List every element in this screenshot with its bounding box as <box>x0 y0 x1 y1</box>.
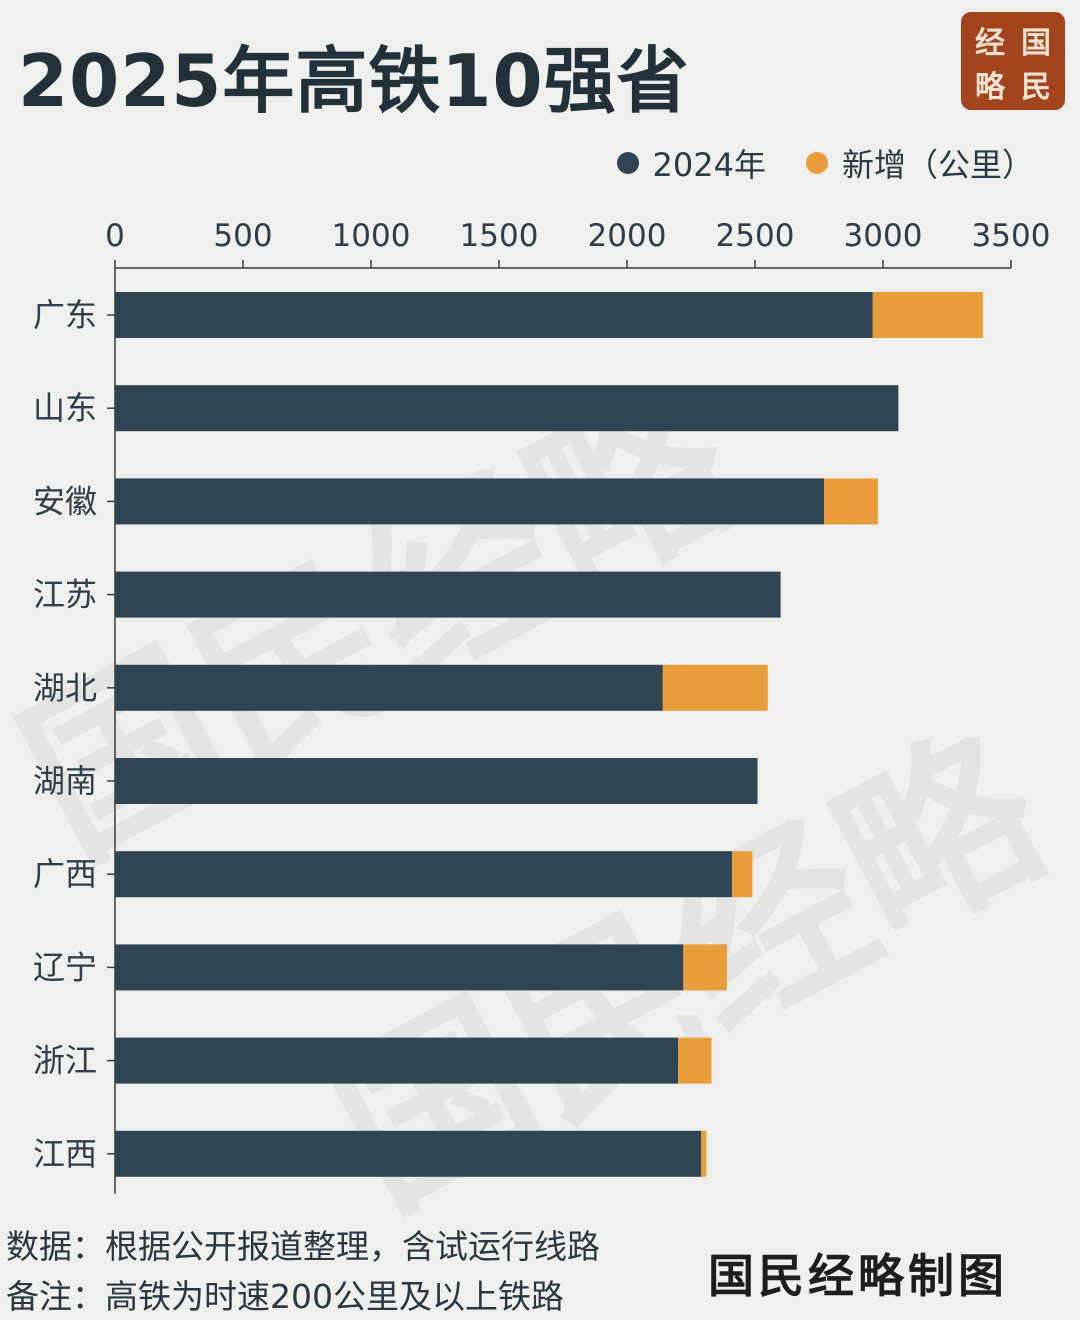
x-tick-label: 2500 <box>716 218 795 254</box>
bar-2024 <box>115 758 758 804</box>
category-label: 广东 <box>33 296 97 334</box>
bar-2024 <box>115 385 899 432</box>
x-tick-label: 3500 <box>972 218 1051 254</box>
bar-new <box>731 851 753 898</box>
legend-item-2024: 2024年 <box>616 140 766 186</box>
seal-char: 国 <box>1021 26 1051 61</box>
bar-new <box>678 1037 712 1084</box>
bar-2024 <box>115 571 781 618</box>
seal-char: 略 <box>975 70 1005 105</box>
bar-2024 <box>115 1130 702 1177</box>
bar-new <box>824 478 878 525</box>
seal-char: 民 <box>1021 70 1051 105</box>
x-tick-label: 1000 <box>332 218 411 254</box>
bar-chart: 0 500 1000 1500 2000 2500 3000 3500 广东山东安徽江苏湖北湖南… <box>33 218 1051 1194</box>
remark-note: 备注：高铁为时速200公里及以上铁路 <box>6 1277 564 1316</box>
x-tick-label: 3000 <box>844 218 923 254</box>
category-label: 浙江 <box>33 1042 97 1080</box>
bar-2024 <box>115 478 825 525</box>
legend-dot-new <box>805 152 828 174</box>
category-label: 江西 <box>33 1135 97 1173</box>
chart-title: 2025年高铁10强省 <box>18 39 690 123</box>
bar-new <box>662 664 768 711</box>
legend-label-2024: 2024年 <box>652 146 766 184</box>
bar-2024 <box>115 292 873 338</box>
legend-item-new: 新增（公里） <box>805 140 1034 186</box>
category-label: 湖北 <box>33 669 97 707</box>
category-label: 安徽 <box>33 482 97 520</box>
data-source-note: 数据：根据公开报道整理，含试运行线路 <box>6 1227 600 1266</box>
x-tick-label: 1500 <box>460 218 539 254</box>
signature-logo: 国民经略制图 <box>708 1249 1008 1303</box>
seal-char: 经 <box>975 26 1005 61</box>
x-tick-label: 2000 <box>588 218 667 254</box>
category-label: 辽宁 <box>33 948 97 986</box>
category-label: 湖南 <box>33 762 97 800</box>
x-tick-label: 0 <box>105 218 125 254</box>
bar-2024 <box>115 1037 679 1084</box>
x-tick-label: 500 <box>213 218 272 254</box>
bar-2024 <box>115 944 684 991</box>
chart-legend: 2024年 新增（公里） <box>577 140 1034 186</box>
category-label: 江苏 <box>33 576 97 614</box>
legend-label-new: 新增（公里） <box>841 146 1034 184</box>
category-label: 山东 <box>33 389 97 427</box>
bar-2024 <box>115 851 732 898</box>
bar-new <box>701 1130 707 1177</box>
bar-2024 <box>115 664 663 711</box>
bar-new <box>683 944 727 991</box>
legend-dot-2024 <box>616 152 639 174</box>
bar-new <box>872 292 983 338</box>
category-label: 广西 <box>33 855 97 893</box>
publisher-seal-logo: 经 国 略 民 <box>961 12 1065 110</box>
